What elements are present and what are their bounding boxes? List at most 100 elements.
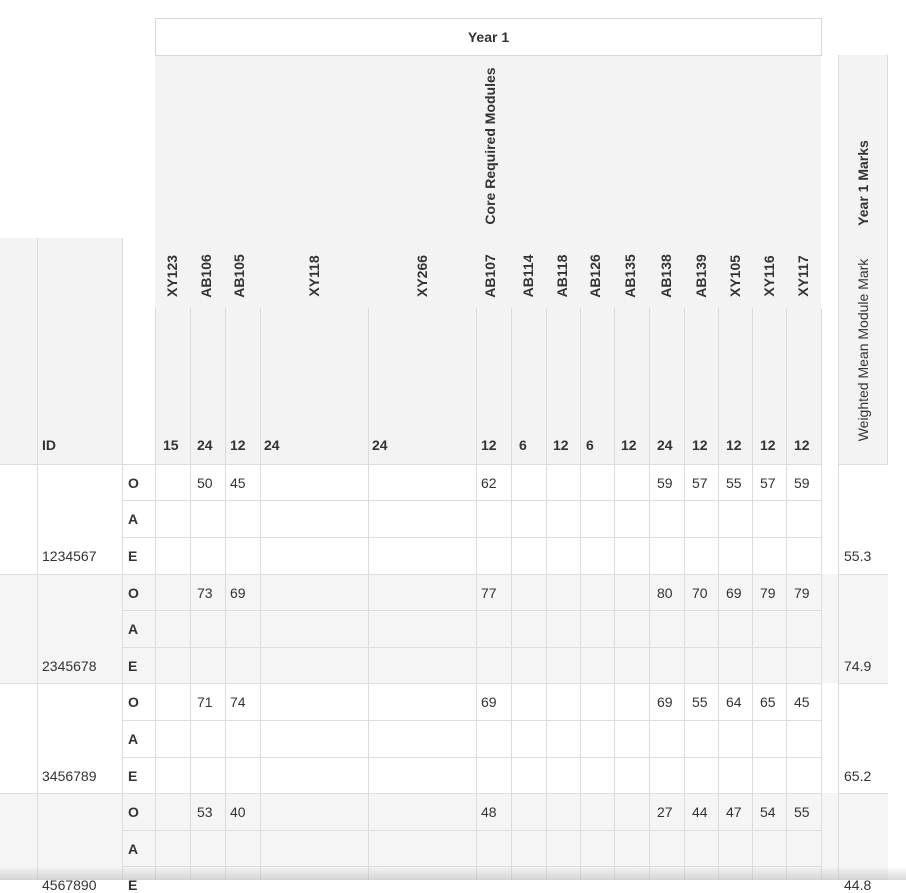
module-credits: 12 xyxy=(621,437,637,453)
row-separator xyxy=(122,610,821,611)
row-separator xyxy=(122,647,821,648)
core-group-label: Core Required Modules xyxy=(482,67,498,225)
row-type-label: E xyxy=(128,658,138,674)
module-code-ab135: AB135 xyxy=(622,254,638,298)
body-divider xyxy=(260,464,261,880)
mark-cell[interactable]: 79 xyxy=(794,585,810,601)
row-type-label: E xyxy=(128,548,138,564)
mark-cell[interactable]: 27 xyxy=(657,804,673,820)
mean-separator xyxy=(838,683,888,684)
header-module-divider xyxy=(190,308,191,464)
student-separator xyxy=(0,793,821,794)
header-module-divider xyxy=(155,308,156,464)
student-band xyxy=(0,574,838,683)
module-credits: 6 xyxy=(519,437,527,453)
module-code-ab118: AB118 xyxy=(554,254,570,298)
header-module-divider xyxy=(368,308,369,464)
header-background-modules xyxy=(155,55,821,464)
body-divider xyxy=(476,464,477,880)
body-divider xyxy=(821,464,822,880)
weighted-mean-value: 65.2 xyxy=(844,768,872,784)
row-type-label: O xyxy=(128,585,139,601)
mark-cell[interactable]: 55 xyxy=(692,694,708,710)
student-id[interactable]: 2345678 xyxy=(42,658,97,674)
mark-cell[interactable]: 54 xyxy=(760,804,776,820)
mean-separator xyxy=(838,793,888,794)
module-credits: 24 xyxy=(197,437,213,453)
mark-cell[interactable]: 69 xyxy=(726,585,742,601)
row-separator xyxy=(122,830,821,831)
student-band xyxy=(838,793,888,880)
body-divider xyxy=(190,464,191,880)
mark-cell[interactable]: 69 xyxy=(657,694,673,710)
module-code-ab139: AB139 xyxy=(693,254,709,298)
row-type-label: A xyxy=(128,621,139,637)
row-type-label: E xyxy=(128,768,138,784)
mark-cell[interactable]: 44 xyxy=(692,804,708,820)
header-divider-meanbox-r xyxy=(887,55,888,464)
year-group-header: Year 1 xyxy=(155,18,822,56)
mark-cell[interactable]: 79 xyxy=(760,585,776,601)
mark-cell[interactable]: 62 xyxy=(481,475,497,491)
module-code-xy123: XY123 xyxy=(164,254,180,298)
row-separator xyxy=(122,537,821,538)
module-credits: 12 xyxy=(760,437,776,453)
row-type-label: O xyxy=(128,694,139,710)
body-divider xyxy=(649,464,650,880)
mark-cell[interactable]: 55 xyxy=(726,475,742,491)
mark-cell[interactable]: 50 xyxy=(197,475,213,491)
row-separator xyxy=(122,866,821,867)
header-module-divider xyxy=(476,308,477,464)
module-credits: 12 xyxy=(481,437,497,453)
header-module-divider xyxy=(718,308,719,464)
body-divider xyxy=(580,464,581,880)
row-separator xyxy=(122,757,821,758)
mark-cell[interactable]: 59 xyxy=(657,475,673,491)
student-separator xyxy=(0,464,821,465)
id-column-header: ID xyxy=(42,437,56,453)
module-code-ab106: AB106 xyxy=(198,254,214,298)
mark-cell[interactable]: 53 xyxy=(197,804,213,820)
mark-cell[interactable]: 65 xyxy=(760,694,776,710)
header-module-divider xyxy=(752,308,753,464)
module-code-xy117: XY117 xyxy=(795,255,811,297)
mark-cell[interactable]: 70 xyxy=(692,585,708,601)
mark-cell[interactable]: 74 xyxy=(230,694,246,710)
student-separator xyxy=(0,683,821,684)
mark-cell[interactable]: 73 xyxy=(197,585,213,601)
weighted-mean-value: 74.9 xyxy=(844,658,872,674)
body-divider xyxy=(37,464,38,880)
mark-cell[interactable]: 48 xyxy=(481,804,497,820)
header-module-divider xyxy=(260,308,261,464)
body-divider xyxy=(155,464,156,880)
mark-cell[interactable]: 57 xyxy=(692,475,708,491)
mark-cell[interactable]: 40 xyxy=(230,804,246,820)
mark-cell[interactable]: 69 xyxy=(230,585,246,601)
body-divider xyxy=(752,464,753,880)
student-id[interactable]: 3456789 xyxy=(42,768,97,784)
student-id[interactable]: 1234567 xyxy=(42,548,97,564)
mark-cell[interactable]: 71 xyxy=(197,694,213,710)
mark-cell[interactable]: 80 xyxy=(657,585,673,601)
mark-cell[interactable]: 69 xyxy=(481,694,497,710)
mark-cell[interactable]: 59 xyxy=(794,475,810,491)
mark-cell[interactable]: 55 xyxy=(794,804,810,820)
mark-cell[interactable]: 57 xyxy=(760,475,776,491)
weighted-mean-value: 55.3 xyxy=(844,548,872,564)
student-band xyxy=(838,574,888,683)
mark-cell[interactable]: 77 xyxy=(481,585,497,601)
weighted-mean-label: Weighted Mean Module Mark xyxy=(855,258,871,442)
student-separator xyxy=(0,574,821,575)
row-type-label: A xyxy=(128,841,139,857)
module-credits: 24 xyxy=(264,437,280,453)
row-separator xyxy=(122,500,821,501)
mark-cell[interactable]: 64 xyxy=(726,694,742,710)
mark-cell[interactable]: 47 xyxy=(726,804,742,820)
mark-cell[interactable]: 45 xyxy=(230,475,246,491)
row-type-label: O xyxy=(128,804,139,820)
module-credits: 12 xyxy=(794,437,810,453)
module-credits: 12 xyxy=(692,437,708,453)
module-code-ab138: AB138 xyxy=(658,254,674,298)
mean-separator xyxy=(838,464,888,465)
mark-cell[interactable]: 45 xyxy=(794,694,810,710)
